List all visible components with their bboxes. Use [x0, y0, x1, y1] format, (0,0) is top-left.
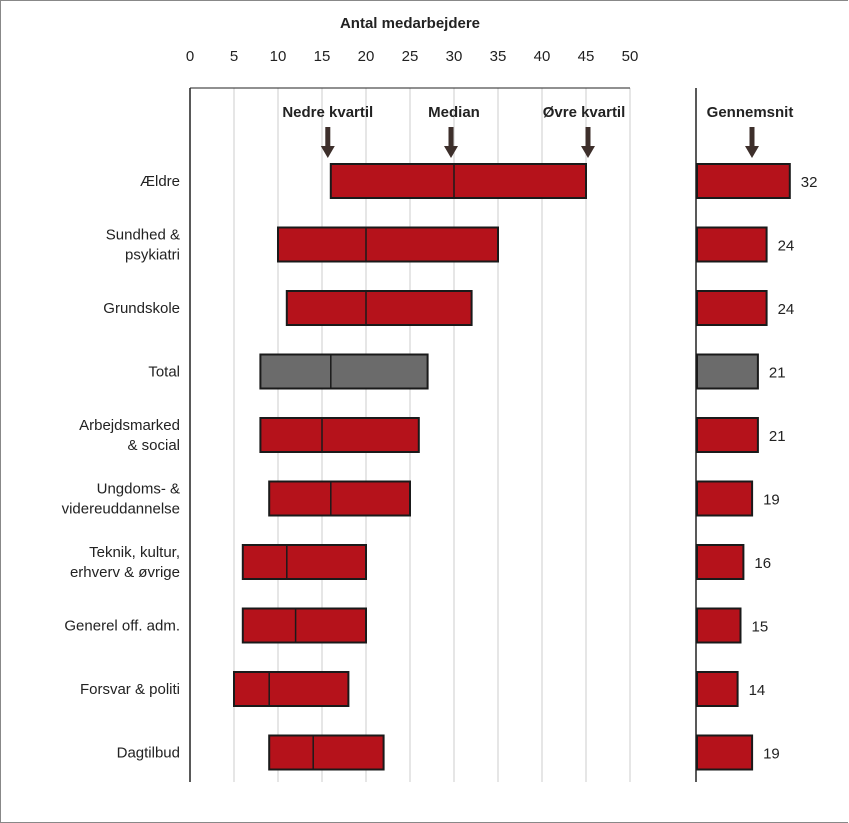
- mean-value-label: 16: [754, 555, 771, 572]
- x-tick-label: 25: [402, 48, 419, 65]
- category-label: Arbejdsmarked: [79, 417, 180, 434]
- mean-bar: [696, 226, 768, 263]
- category-label: Ungdoms- &: [97, 481, 180, 498]
- mean-bar: [696, 607, 742, 644]
- range-bar: [268, 480, 412, 517]
- x-tick-label: 10: [270, 48, 287, 65]
- x-tick-label: 35: [490, 48, 507, 65]
- range-bars: [233, 163, 587, 771]
- mean-value-label: 14: [749, 682, 766, 699]
- category-label: & social: [127, 437, 180, 454]
- category-label: Generel off. adm.: [64, 618, 180, 635]
- mean-value-label: 21: [769, 365, 786, 382]
- x-tick-label: 30: [446, 48, 463, 65]
- range-bar: [268, 734, 385, 771]
- axes: [189, 87, 697, 782]
- upper-quartile-label: Øvre kvartil: [543, 104, 626, 121]
- category-label: Sundhed &: [106, 227, 180, 244]
- x-tick-label: 45: [578, 48, 595, 65]
- mean-value-label: 15: [752, 619, 769, 636]
- mean-value-label: 24: [778, 301, 795, 318]
- range-bar: [241, 607, 367, 644]
- mean-value-label: 19: [763, 492, 780, 509]
- mean-bar: [696, 163, 791, 199]
- mean-bar: [696, 734, 754, 771]
- lower-quartile-label: Nedre kvartil: [282, 104, 373, 121]
- median-arrow: [444, 127, 458, 158]
- x-tick-label: 50: [622, 48, 639, 65]
- category-label: videreuddannelse: [62, 501, 180, 518]
- mean-bar: [696, 671, 739, 707]
- range-bar: [277, 226, 499, 263]
- mean-value-label: 19: [763, 746, 780, 763]
- mean-arrow: [745, 127, 759, 158]
- range-bar: [259, 353, 429, 390]
- category-label: Grundskole: [103, 300, 180, 317]
- category-label: Ældre: [140, 173, 180, 190]
- mean-label: Gennemsnit: [707, 104, 794, 121]
- mean-bar: [696, 544, 745, 580]
- median-label: Median: [428, 104, 480, 121]
- marker-labels: Nedre kvartil Median Øvre kvartil Gennem…: [282, 104, 793, 121]
- category-labels: Ældre Sundhed & psykiatri Grundskole Total Ar…: [62, 173, 180, 762]
- x-tick-label: 15: [314, 48, 331, 65]
- range-bar: [329, 163, 587, 199]
- mean-bar: [696, 417, 759, 453]
- x-tick-labels: 0 5 10 15 20 25 30 35 40 45 50: [186, 48, 639, 65]
- range-bar: [241, 544, 367, 580]
- category-label: Total: [148, 364, 180, 381]
- x-tick-label: 40: [534, 48, 551, 65]
- upper-quartile-arrow: [581, 127, 595, 158]
- mean-bar: [696, 290, 768, 326]
- mean-bar: [696, 353, 759, 390]
- category-label: erhverv & øvrige: [70, 564, 180, 581]
- category-label: Dagtilbud: [117, 745, 180, 762]
- range-bar: [233, 671, 350, 707]
- lower-quartile-arrow: [320, 127, 335, 158]
- category-label: psykiatri: [125, 247, 180, 264]
- x-tick-label: 0: [186, 48, 194, 65]
- marker-arrows: [320, 127, 759, 158]
- category-label: Forsvar & politi: [80, 681, 180, 698]
- category-label: Teknik, kultur,: [89, 544, 180, 561]
- mean-value-label: 24: [778, 238, 795, 255]
- range-bar: [285, 290, 473, 326]
- x-axis-label: Antal medarbejdere: [340, 15, 480, 32]
- mean-bars: 32 24 24 21 21 19 16 15 14 19: [696, 163, 818, 771]
- x-tick-label: 5: [230, 48, 238, 65]
- mean-value-label: 21: [769, 428, 786, 445]
- mean-value-label: 32: [801, 174, 818, 191]
- x-tick-label: 20: [358, 48, 375, 65]
- mean-bar: [696, 480, 754, 517]
- range-bar: [259, 417, 420, 453]
